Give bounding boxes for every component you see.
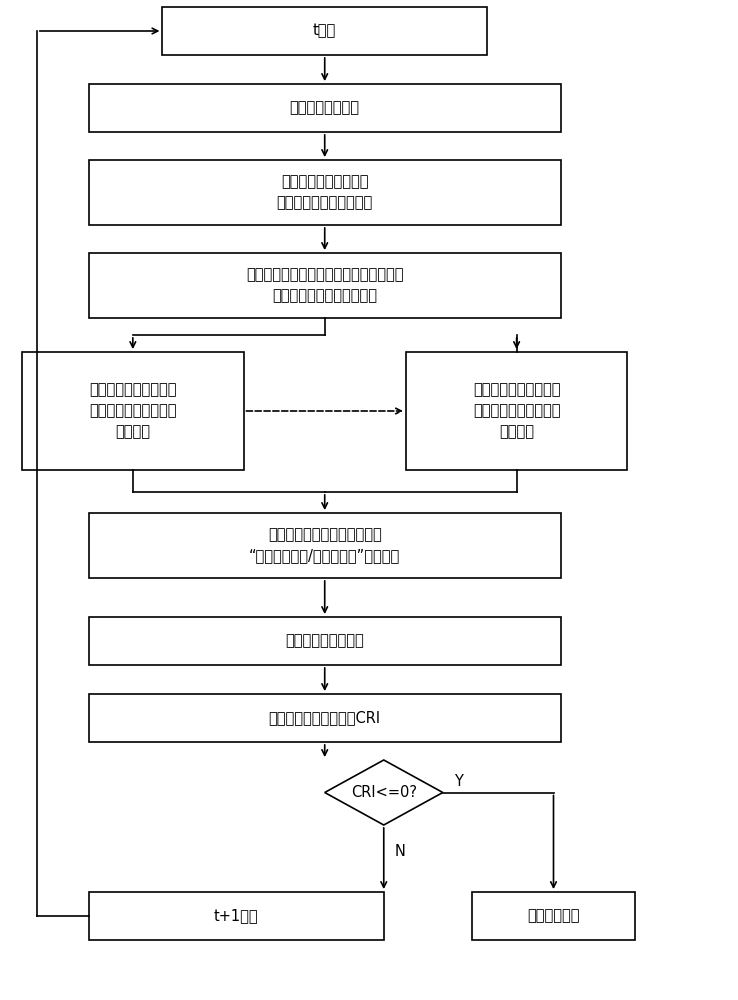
Text: Y: Y (454, 774, 463, 790)
Text: 暂态电压失稳: 暂态电压失稳 (527, 908, 580, 924)
FancyBboxPatch shape (89, 694, 561, 742)
Text: 处理等值节点以外负荷
得到修正的系统导纳矩阵: 处理等值节点以外负荷 得到修正的系统导纳矩阵 (277, 174, 373, 211)
Text: 得到戴维南等值阻抗: 得到戴维南等值阻抗 (286, 634, 364, 648)
FancyBboxPatch shape (89, 160, 561, 225)
Text: CRI<=0?: CRI<=0? (351, 785, 417, 800)
FancyBboxPatch shape (89, 253, 561, 318)
FancyBboxPatch shape (22, 352, 244, 470)
FancyBboxPatch shape (89, 892, 384, 940)
FancyBboxPatch shape (162, 7, 487, 55)
Text: t+1时刻: t+1时刻 (214, 908, 258, 924)
Text: 等值节点处电流变化量
与负荷功率变化量之间
的关系式: 等值节点处电流变化量 与负荷功率变化量之间 的关系式 (473, 382, 560, 440)
FancyBboxPatch shape (406, 352, 627, 470)
Text: 等值节点处电压变化量
与负荷功率变化量之间
的关系式: 等值节点处电压变化量 与负荷功率变化量之间 的关系式 (89, 382, 176, 440)
Text: t时刻: t时刻 (313, 23, 337, 38)
FancyBboxPatch shape (89, 617, 561, 665)
Text: 根据修正导纳矩阵、系统电压和功率状态
求取雅可比矩阵及其逆矩阵: 根据修正导纳矩阵、系统电压和功率状态 求取雅可比矩阵及其逆矩阵 (246, 267, 404, 304)
Text: 令电流变化量趋向于零，求取
“一电压变化量/电流变化量”的极限值: 令电流变化量趋向于零，求取 “一电压变化量/电流变化量”的极限值 (249, 528, 400, 564)
Polygon shape (325, 760, 443, 825)
FancyBboxPatch shape (89, 84, 561, 132)
Text: N: N (395, 844, 406, 859)
Text: 获得系统导纳矩阵: 获得系统导纳矩阵 (290, 101, 359, 115)
Text: 计算暂态电压稳定指标CRI: 计算暂态电压稳定指标CRI (269, 710, 381, 726)
FancyBboxPatch shape (89, 513, 561, 578)
FancyBboxPatch shape (472, 892, 635, 940)
